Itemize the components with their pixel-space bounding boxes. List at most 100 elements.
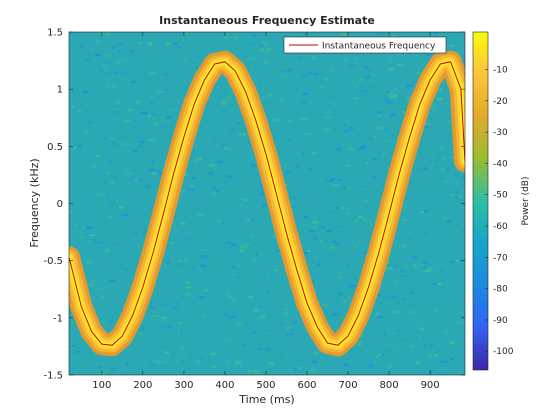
noise-cell bbox=[165, 116, 172, 119]
noise-cell bbox=[105, 227, 109, 230]
noise-cell bbox=[234, 36, 239, 40]
noise-cell bbox=[436, 97, 443, 100]
noise-cell bbox=[343, 241, 345, 245]
noise-cell bbox=[386, 90, 390, 93]
noise-cell bbox=[102, 137, 108, 140]
noise-cell bbox=[87, 290, 91, 294]
noise-cell bbox=[285, 170, 291, 173]
noise-cell bbox=[152, 360, 156, 363]
x-tick-label: 600 bbox=[297, 380, 316, 391]
noise-cell bbox=[185, 286, 192, 289]
noise-cell bbox=[356, 148, 363, 151]
noise-cell bbox=[221, 102, 227, 105]
noise-cell bbox=[200, 255, 206, 258]
noise-cell bbox=[227, 293, 230, 296]
noise-cell bbox=[367, 68, 372, 71]
noise-cell bbox=[395, 363, 399, 366]
noise-cell bbox=[203, 256, 209, 259]
noise-cell bbox=[126, 228, 129, 231]
noise-cell bbox=[89, 295, 96, 299]
noise-cell bbox=[207, 171, 214, 174]
y-tick-label: -0.5 bbox=[43, 256, 63, 267]
noise-cell bbox=[270, 73, 274, 77]
noise-cell bbox=[189, 266, 196, 269]
noise-cell bbox=[448, 40, 455, 43]
noise-cell bbox=[273, 329, 280, 332]
noise-cell bbox=[74, 224, 77, 227]
noise-cell bbox=[284, 297, 287, 300]
noise-cell bbox=[192, 143, 199, 147]
noise-cell bbox=[208, 279, 214, 282]
noise-cell bbox=[287, 68, 294, 71]
noise-cell bbox=[455, 173, 460, 176]
noise-cell bbox=[241, 242, 244, 245]
noise-cell bbox=[149, 300, 156, 304]
noise-cell bbox=[111, 159, 115, 162]
noise-cell bbox=[322, 303, 329, 307]
noise-cell bbox=[235, 121, 241, 124]
noise-cell bbox=[100, 69, 104, 72]
noise-cell bbox=[302, 251, 309, 254]
noise-cell bbox=[410, 255, 418, 259]
colorbar-gradient bbox=[472, 31, 489, 371]
noise-cell bbox=[390, 95, 397, 98]
colorbar-tick-label: -60 bbox=[493, 222, 508, 232]
noise-cell bbox=[342, 300, 347, 303]
noise-cell bbox=[257, 85, 262, 88]
noise-cell bbox=[87, 121, 93, 124]
noise-cell bbox=[346, 165, 352, 168]
noise-cell bbox=[191, 177, 197, 180]
noise-cell bbox=[421, 125, 428, 129]
noise-cell bbox=[85, 111, 89, 114]
noise-cell bbox=[325, 179, 330, 183]
noise-cell bbox=[444, 311, 447, 314]
noise-cell bbox=[342, 364, 350, 367]
noise-cell bbox=[384, 295, 387, 299]
noise-cell bbox=[105, 54, 112, 57]
noise-cell bbox=[388, 343, 392, 346]
noise-cell bbox=[84, 59, 90, 62]
noise-cell bbox=[201, 249, 208, 252]
noise-cell bbox=[326, 229, 333, 232]
noise-cell bbox=[404, 338, 407, 341]
noise-cell bbox=[329, 69, 332, 72]
noise-cell bbox=[167, 326, 174, 329]
noise-cell bbox=[251, 331, 256, 334]
noise-cell bbox=[409, 345, 415, 348]
noise-cell bbox=[442, 332, 449, 335]
noise-cell bbox=[315, 256, 318, 259]
noise-cell bbox=[450, 163, 457, 166]
noise-cell bbox=[274, 118, 280, 122]
noise-cell bbox=[324, 116, 330, 119]
noise-cell bbox=[450, 358, 455, 361]
x-tick-label: 400 bbox=[215, 380, 234, 391]
noise-cell bbox=[389, 274, 393, 277]
y-tick-label: 1.5 bbox=[47, 28, 63, 39]
noise-cell bbox=[434, 268, 440, 271]
noise-cell bbox=[395, 88, 398, 91]
noise-cell bbox=[154, 156, 162, 159]
noise-cell bbox=[94, 54, 102, 57]
noise-cell bbox=[151, 160, 154, 163]
noise-cell bbox=[180, 346, 185, 349]
noise-cell bbox=[77, 231, 82, 234]
y-tick-label: -1 bbox=[53, 313, 63, 324]
noise-cell bbox=[99, 171, 103, 174]
noise-cell bbox=[87, 283, 95, 286]
noise-cell bbox=[110, 368, 116, 371]
noise-cell bbox=[185, 281, 190, 284]
noise-cell bbox=[338, 230, 345, 233]
noise-cell bbox=[320, 239, 323, 243]
noise-cell bbox=[223, 314, 230, 317]
noise-cell bbox=[437, 282, 442, 285]
noise-cell bbox=[383, 368, 386, 371]
noise-cell bbox=[376, 95, 383, 98]
noise-cell bbox=[418, 168, 422, 171]
noise-cell bbox=[82, 187, 90, 190]
noise-cell bbox=[390, 114, 396, 117]
noise-cell bbox=[357, 335, 364, 338]
noise-cell bbox=[109, 159, 113, 162]
noise-cell bbox=[185, 61, 189, 65]
noise-cell bbox=[310, 57, 317, 60]
noise-cell bbox=[151, 117, 158, 120]
